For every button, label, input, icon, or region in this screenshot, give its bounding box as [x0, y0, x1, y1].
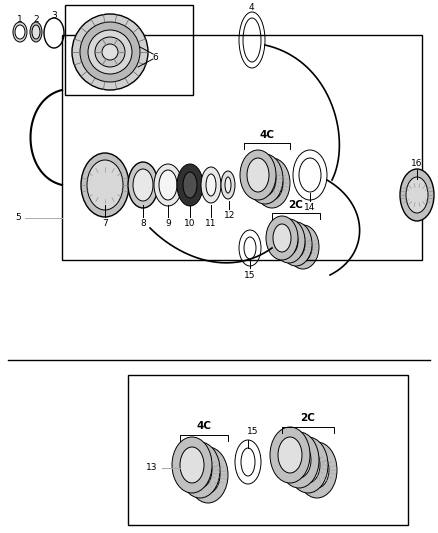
Ellipse shape: [72, 14, 148, 90]
Ellipse shape: [273, 219, 305, 263]
Ellipse shape: [400, 169, 434, 221]
Text: 2C: 2C: [289, 200, 304, 210]
Ellipse shape: [406, 177, 428, 213]
Text: 4C: 4C: [197, 421, 212, 431]
Ellipse shape: [240, 150, 276, 200]
Ellipse shape: [159, 170, 177, 200]
Text: 10: 10: [184, 219, 196, 228]
Ellipse shape: [254, 158, 290, 208]
Ellipse shape: [180, 447, 204, 483]
Ellipse shape: [247, 154, 283, 204]
Ellipse shape: [183, 172, 197, 198]
Text: 5: 5: [15, 214, 21, 222]
Ellipse shape: [305, 452, 329, 488]
Ellipse shape: [88, 30, 132, 74]
Text: 13: 13: [146, 464, 158, 472]
Text: 3: 3: [51, 11, 57, 20]
Text: 1: 1: [17, 14, 23, 23]
Ellipse shape: [273, 224, 291, 252]
Ellipse shape: [247, 158, 269, 192]
Ellipse shape: [287, 225, 319, 269]
Text: 14: 14: [304, 204, 316, 213]
Ellipse shape: [287, 442, 311, 478]
Ellipse shape: [102, 44, 118, 60]
Ellipse shape: [206, 174, 216, 196]
Ellipse shape: [95, 37, 125, 67]
Ellipse shape: [80, 22, 140, 82]
Text: 4C: 4C: [259, 130, 275, 140]
Ellipse shape: [15, 25, 25, 39]
Ellipse shape: [266, 216, 298, 260]
Bar: [128, 375, 408, 525]
Text: 15: 15: [244, 271, 256, 279]
Ellipse shape: [13, 22, 27, 42]
Text: 6: 6: [152, 52, 158, 61]
Ellipse shape: [261, 166, 283, 200]
Ellipse shape: [128, 162, 158, 208]
Ellipse shape: [188, 447, 228, 503]
Text: 15: 15: [247, 427, 259, 437]
Ellipse shape: [294, 233, 312, 261]
Ellipse shape: [270, 427, 310, 483]
Text: 12: 12: [224, 211, 236, 220]
Ellipse shape: [201, 167, 221, 203]
Ellipse shape: [296, 447, 320, 483]
Ellipse shape: [177, 164, 203, 206]
Bar: [62, 35, 422, 260]
Ellipse shape: [172, 437, 212, 493]
Text: 11: 11: [205, 219, 217, 228]
Ellipse shape: [254, 162, 276, 196]
Ellipse shape: [279, 432, 319, 488]
Text: 9: 9: [165, 219, 171, 228]
Ellipse shape: [196, 457, 220, 493]
Text: 2C: 2C: [300, 413, 315, 423]
Ellipse shape: [87, 160, 123, 210]
Ellipse shape: [225, 177, 231, 193]
Text: 2: 2: [33, 14, 39, 23]
Ellipse shape: [32, 25, 40, 39]
Text: 4: 4: [248, 4, 254, 12]
Ellipse shape: [221, 171, 235, 199]
Ellipse shape: [81, 153, 129, 217]
Ellipse shape: [287, 230, 305, 258]
Ellipse shape: [297, 442, 337, 498]
Ellipse shape: [180, 442, 220, 498]
Ellipse shape: [133, 169, 153, 201]
Ellipse shape: [280, 227, 298, 255]
Ellipse shape: [280, 222, 312, 266]
Ellipse shape: [278, 437, 302, 473]
Ellipse shape: [288, 437, 328, 493]
Ellipse shape: [154, 164, 182, 206]
Bar: [65, 5, 193, 95]
Text: 16: 16: [411, 158, 423, 167]
Ellipse shape: [188, 452, 212, 488]
Text: 8: 8: [140, 219, 146, 228]
Text: 7: 7: [102, 219, 108, 228]
Ellipse shape: [30, 22, 42, 42]
